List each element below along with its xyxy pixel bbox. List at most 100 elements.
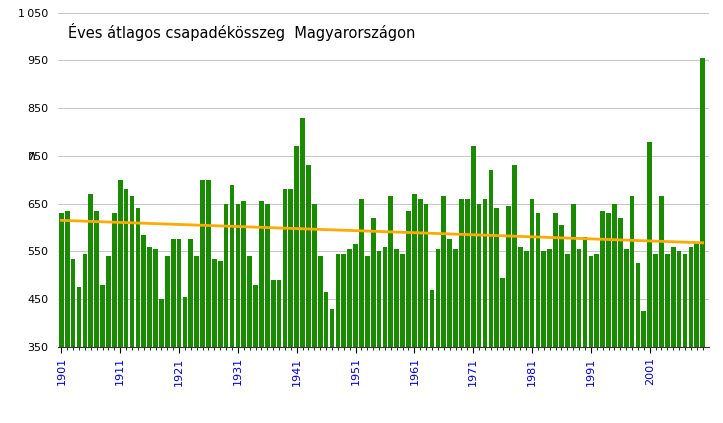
Bar [365, 256, 369, 347]
Bar [88, 194, 93, 347]
Bar [495, 209, 499, 347]
Bar [512, 165, 517, 347]
Bar [223, 203, 228, 347]
Bar [189, 239, 193, 347]
Bar [483, 199, 487, 347]
Bar [183, 297, 187, 347]
Bar [565, 254, 570, 347]
Bar [335, 254, 341, 347]
Bar [630, 196, 634, 347]
Bar [347, 249, 352, 347]
Bar [330, 309, 334, 347]
Bar [200, 180, 205, 347]
Bar [147, 247, 152, 347]
Bar [100, 285, 105, 347]
Bar [283, 190, 287, 347]
Bar [418, 199, 423, 347]
Bar [135, 209, 140, 347]
Bar [500, 277, 505, 347]
Bar [536, 213, 540, 347]
Bar [701, 58, 705, 347]
Bar [589, 256, 594, 347]
Bar [159, 299, 163, 347]
Bar [688, 247, 693, 347]
Bar [106, 256, 111, 347]
Y-axis label: n: n [28, 150, 35, 163]
Bar [153, 249, 158, 347]
Bar [300, 118, 305, 347]
Bar [577, 249, 581, 347]
Bar [553, 213, 558, 347]
Bar [171, 239, 176, 347]
Bar [253, 285, 258, 347]
Bar [265, 203, 270, 347]
Bar [82, 254, 87, 347]
Bar [665, 254, 669, 347]
Bar [271, 280, 275, 347]
Bar [618, 218, 623, 347]
Bar [583, 237, 587, 347]
Bar [394, 249, 399, 347]
Bar [377, 251, 382, 347]
Bar [523, 251, 529, 347]
Bar [59, 213, 64, 347]
Bar [694, 244, 699, 347]
Bar [112, 213, 116, 347]
Bar [324, 292, 328, 347]
Bar [194, 256, 199, 347]
Bar [306, 165, 311, 347]
Bar [247, 256, 252, 347]
Bar [659, 196, 664, 347]
Bar [353, 244, 358, 347]
Bar [359, 199, 364, 347]
Bar [530, 199, 534, 347]
Bar [218, 261, 223, 347]
Bar [406, 211, 411, 347]
Bar [647, 142, 652, 347]
Bar [176, 239, 181, 347]
Bar [542, 251, 546, 347]
Bar [212, 258, 217, 347]
Bar [241, 201, 246, 347]
Bar [571, 203, 576, 347]
Bar [294, 146, 299, 347]
Bar [318, 256, 322, 347]
Bar [94, 211, 99, 347]
Bar [142, 235, 146, 347]
Bar [435, 249, 440, 347]
Bar [312, 203, 317, 347]
Bar [459, 199, 463, 347]
Bar [236, 203, 240, 347]
Bar [65, 211, 69, 347]
Bar [677, 251, 682, 347]
Bar [624, 249, 628, 347]
Bar [465, 199, 470, 347]
Bar [206, 180, 211, 347]
Bar [594, 254, 599, 347]
Bar [518, 247, 523, 347]
Bar [506, 206, 511, 347]
Bar [277, 280, 281, 347]
Bar [471, 146, 476, 347]
Bar [371, 218, 375, 347]
Bar [448, 239, 452, 347]
Bar [259, 201, 264, 347]
Text: Éves átlagos csapadékösszeg  Magyarországon: Éves átlagos csapadékösszeg Magyarország… [68, 23, 415, 41]
Bar [547, 249, 552, 347]
Bar [230, 184, 234, 347]
Bar [124, 190, 129, 347]
Bar [683, 254, 688, 347]
Bar [288, 190, 293, 347]
Bar [165, 256, 170, 347]
Bar [442, 196, 446, 347]
Bar [606, 213, 611, 347]
Bar [429, 290, 435, 347]
Bar [412, 194, 416, 347]
Bar [424, 203, 429, 347]
Bar [612, 203, 617, 347]
Bar [476, 203, 482, 347]
Bar [489, 170, 493, 347]
Bar [600, 211, 605, 347]
Bar [341, 254, 346, 347]
Bar [641, 311, 646, 347]
